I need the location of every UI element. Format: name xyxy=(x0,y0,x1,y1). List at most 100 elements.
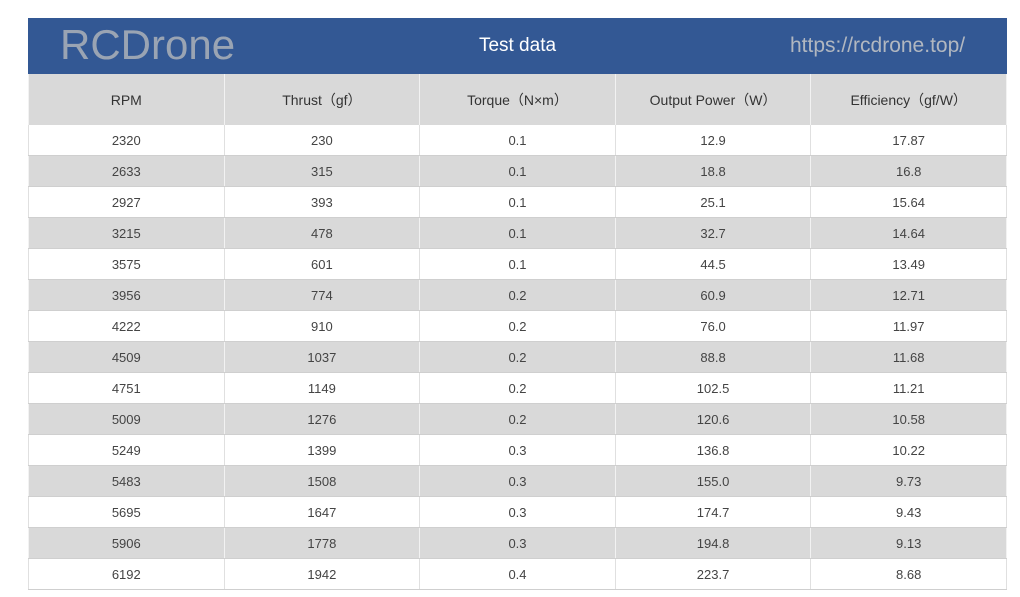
table-row: 4751 1149 0.2 102.5 11.21 xyxy=(28,372,1007,404)
table-cell: 5906 xyxy=(28,527,225,559)
table-cell: 601 xyxy=(223,248,421,280)
table-row: 2927 393 0.1 25.1 15.64 xyxy=(28,186,1007,218)
table-row: 5906 1778 0.3 194.8 9.13 xyxy=(28,527,1007,559)
table-cell: 1149 xyxy=(223,372,421,404)
table-cell: 10.22 xyxy=(810,434,1007,466)
table-cell: 1399 xyxy=(223,434,421,466)
table-cell: 5483 xyxy=(28,465,225,497)
table-cell: 0.1 xyxy=(419,186,616,218)
table-cell: 3956 xyxy=(28,279,225,311)
table-cell: 0.2 xyxy=(419,403,616,435)
table-cell: 1647 xyxy=(223,496,421,528)
table-cell: 9.13 xyxy=(810,527,1007,559)
table-cell: 2320 xyxy=(28,125,225,156)
table-cell: 0.3 xyxy=(419,434,616,466)
table-cell: 4509 xyxy=(28,341,225,373)
table-row: 5695 1647 0.3 174.7 9.43 xyxy=(28,496,1007,528)
table-cell: 1942 xyxy=(223,558,421,590)
test-data-table-container: Test data RPM Thrust（gf） Torque（N×m） Output… xyxy=(28,18,1007,590)
table-cell: 2633 xyxy=(28,155,225,187)
table-title-bar: Test data xyxy=(28,18,1007,74)
table-cell: 0.2 xyxy=(419,279,616,311)
table-cell: 155.0 xyxy=(614,465,812,497)
table-cell: 2927 xyxy=(28,186,225,218)
table-row: 5009 1276 0.2 120.6 10.58 xyxy=(28,403,1007,435)
table-cell: 60.9 xyxy=(614,279,812,311)
test-data-table: RPM Thrust（gf） Torque（N×m） Output Power（W） E… xyxy=(28,74,1007,590)
table-title: Test data xyxy=(478,35,557,56)
watermark-url: https://rcdrone.top/ xyxy=(790,34,966,57)
table-cell: 12.71 xyxy=(810,279,1007,311)
table-row: 3215 478 0.1 32.7 14.64 xyxy=(28,217,1007,249)
table-cell: 230 xyxy=(223,125,421,156)
table-cell: 4751 xyxy=(28,372,225,404)
table-cell: 5009 xyxy=(28,403,225,435)
table-cell: 1778 xyxy=(223,527,421,559)
table-cell: 0.3 xyxy=(419,496,616,528)
table-cell: 1037 xyxy=(223,341,421,373)
column-header: Thrust（gf） xyxy=(223,74,421,125)
table-cell: 44.5 xyxy=(614,248,812,280)
table-row: 3575 601 0.1 44.5 13.49 xyxy=(28,248,1007,280)
table-row: 6192 1942 0.4 223.7 8.68 xyxy=(28,558,1007,590)
table-cell: 223.7 xyxy=(614,558,812,590)
table-cell: 0.1 xyxy=(419,248,616,280)
table-row: 2320 230 0.1 12.9 17.87 xyxy=(28,125,1007,156)
table-cell: 0.3 xyxy=(419,465,616,497)
table-cell: 11.68 xyxy=(810,341,1007,373)
table-cell: 5695 xyxy=(28,496,225,528)
table-cell: 0.1 xyxy=(419,125,616,156)
table-cell: 8.68 xyxy=(810,558,1007,590)
table-row: 4222 910 0.2 76.0 11.97 xyxy=(28,310,1007,342)
table-cell: 0.2 xyxy=(419,341,616,373)
table-cell: 16.8 xyxy=(810,155,1007,187)
table-cell: 102.5 xyxy=(614,372,812,404)
table-cell: 174.7 xyxy=(614,496,812,528)
table-cell: 910 xyxy=(223,310,421,342)
table-cell: 88.8 xyxy=(614,341,812,373)
table-cell: 315 xyxy=(223,155,421,187)
table-cell: 194.8 xyxy=(614,527,812,559)
table-cell: 120.6 xyxy=(614,403,812,435)
table-cell: 478 xyxy=(223,217,421,249)
table-cell: 9.43 xyxy=(810,496,1007,528)
table-cell: 12.9 xyxy=(614,125,812,156)
table-cell: 1508 xyxy=(223,465,421,497)
table-cell: 18.8 xyxy=(614,155,812,187)
table-row: 5483 1508 0.3 155.0 9.73 xyxy=(28,465,1007,497)
table-cell: 1276 xyxy=(223,403,421,435)
table-cell: 774 xyxy=(223,279,421,311)
column-header: Efficiency（gf/W） xyxy=(810,74,1007,125)
table-cell: 3575 xyxy=(28,248,225,280)
table-row: 4509 1037 0.2 88.8 11.68 xyxy=(28,341,1007,373)
column-header: RPM xyxy=(28,74,225,125)
column-header: Torque（N×m） xyxy=(419,74,616,125)
table-cell: 25.1 xyxy=(614,186,812,218)
table-cell: 393 xyxy=(223,186,421,218)
table-row: 5249 1399 0.3 136.8 10.22 xyxy=(28,434,1007,466)
table-cell: 13.49 xyxy=(810,248,1007,280)
table-cell: 4222 xyxy=(28,310,225,342)
table-cell: 9.73 xyxy=(810,465,1007,497)
table-cell: 10.58 xyxy=(810,403,1007,435)
table-row: 3956 774 0.2 60.9 12.71 xyxy=(28,279,1007,311)
table-cell: 76.0 xyxy=(614,310,812,342)
table-cell: 5249 xyxy=(28,434,225,466)
table-cell: 0.2 xyxy=(419,372,616,404)
table-cell: 32.7 xyxy=(614,217,812,249)
table-cell: 0.1 xyxy=(419,217,616,249)
table-row: 2633 315 0.1 18.8 16.8 xyxy=(28,155,1007,187)
header-row: RPM Thrust（gf） Torque（N×m） Output Power（W） E… xyxy=(28,74,1007,125)
table-cell: 17.87 xyxy=(810,125,1007,156)
table-cell: 0.4 xyxy=(419,558,616,590)
table-cell: 14.64 xyxy=(810,217,1007,249)
table-cell: 15.64 xyxy=(810,186,1007,218)
table-cell: 0.3 xyxy=(419,527,616,559)
watermark-brand: RCDrone xyxy=(60,21,236,68)
table-cell: 0.2 xyxy=(419,310,616,342)
table-cell: 6192 xyxy=(28,558,225,590)
table-cell: 0.1 xyxy=(419,155,616,187)
column-header: Output Power（W） xyxy=(614,74,812,125)
table-cell: 136.8 xyxy=(614,434,812,466)
table-cell: 11.21 xyxy=(810,372,1007,404)
